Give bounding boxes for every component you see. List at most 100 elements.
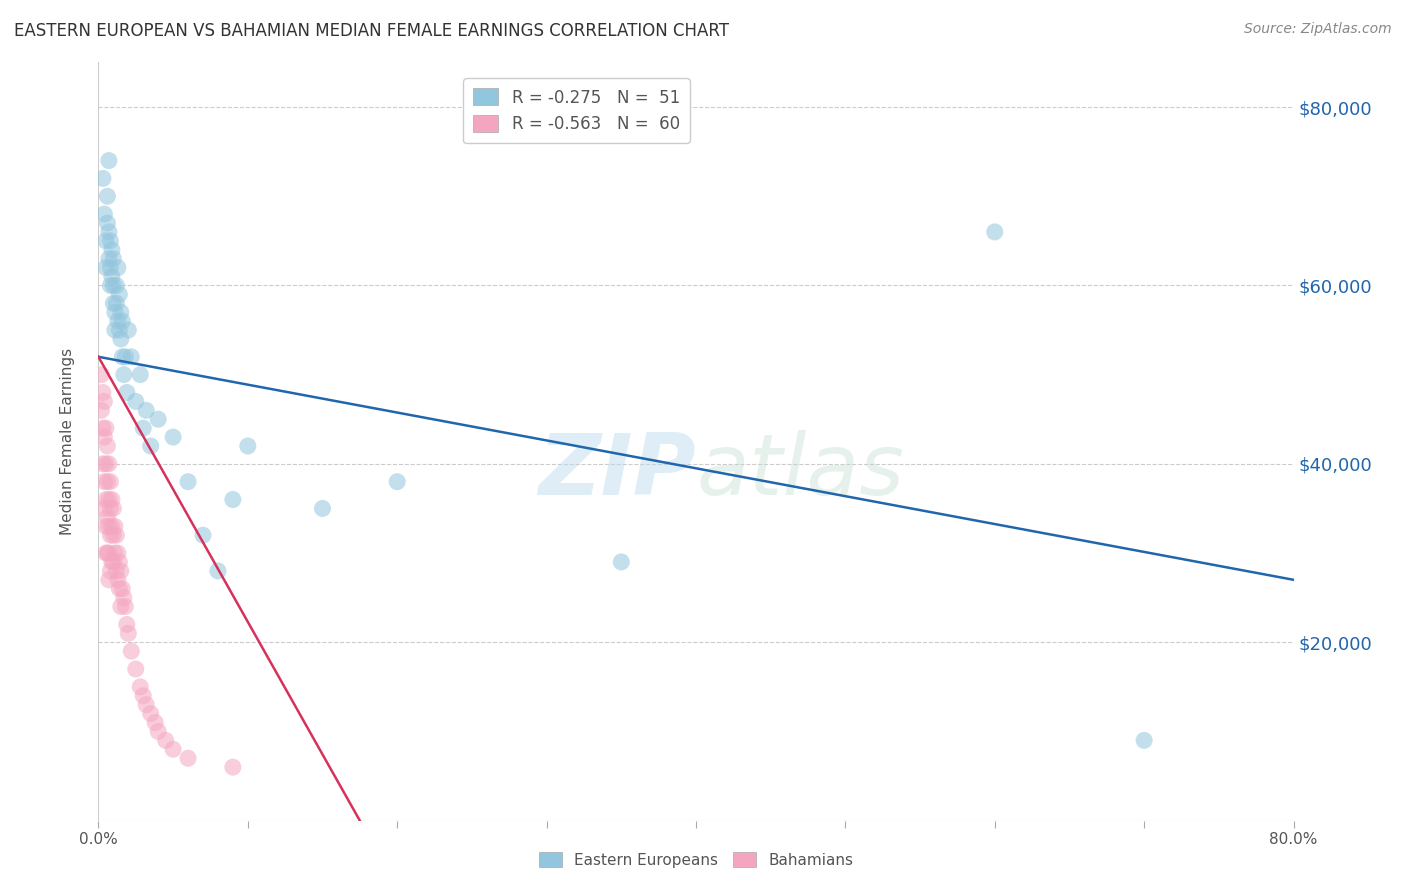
Point [117, 626, 139, 640]
Point [91, 385, 114, 400]
Point [111, 314, 134, 328]
Point [114, 350, 136, 364]
Point [105, 528, 128, 542]
Point [93, 207, 115, 221]
Point [93, 394, 115, 409]
Point [110, 599, 132, 614]
Point [1133, 733, 1156, 747]
Point [112, 368, 135, 382]
Point [311, 501, 333, 516]
Point [90, 368, 112, 382]
Point [104, 323, 127, 337]
Point [112, 591, 135, 605]
Point [101, 519, 124, 533]
Point [162, 742, 184, 756]
Point [222, 760, 245, 774]
Point [143, 715, 166, 730]
Point [91, 457, 114, 471]
Point [148, 412, 170, 426]
Point [97, 457, 120, 471]
Point [94, 234, 117, 248]
Point [96, 546, 118, 560]
Point [98, 234, 122, 248]
Point [104, 519, 127, 533]
Point [107, 260, 129, 275]
Point [94, 260, 117, 275]
Point [94, 492, 117, 507]
Point [105, 564, 128, 578]
Point [125, 394, 148, 409]
Point [98, 475, 122, 489]
Point [94, 546, 117, 560]
Point [96, 439, 118, 453]
Point [104, 546, 127, 560]
Point [177, 751, 200, 765]
Point [101, 555, 124, 569]
Point [91, 171, 114, 186]
Point [132, 421, 155, 435]
Point [98, 501, 122, 516]
Point [135, 403, 157, 417]
Text: EASTERN EUROPEAN VS BAHAMIAN MEDIAN FEMALE EARNINGS CORRELATION CHART: EASTERN EUROPEAN VS BAHAMIAN MEDIAN FEMA… [14, 22, 730, 40]
Point [117, 323, 139, 337]
Point [108, 555, 131, 569]
Point [103, 296, 125, 310]
Point [97, 252, 120, 266]
Point [610, 555, 633, 569]
Text: Source: ZipAtlas.com: Source: ZipAtlas.com [1244, 22, 1392, 37]
Point [177, 475, 200, 489]
Point [93, 430, 115, 444]
Point [114, 599, 136, 614]
Point [191, 528, 214, 542]
Point [148, 724, 170, 739]
Point [103, 278, 125, 293]
Point [120, 644, 142, 658]
Point [108, 323, 131, 337]
Point [115, 385, 138, 400]
Point [90, 403, 112, 417]
Point [108, 287, 131, 301]
Point [97, 573, 120, 587]
Point [984, 225, 1007, 239]
Point [105, 278, 128, 293]
Point [101, 269, 124, 284]
Point [94, 457, 117, 471]
Point [108, 582, 131, 596]
Point [96, 475, 118, 489]
Point [97, 546, 120, 560]
Point [110, 332, 132, 346]
Point [97, 153, 120, 168]
Point [98, 278, 122, 293]
Text: atlas: atlas [696, 430, 904, 514]
Point [111, 582, 134, 596]
Point [110, 564, 132, 578]
Point [207, 564, 229, 578]
Point [103, 501, 125, 516]
Point [93, 475, 115, 489]
Point [385, 475, 409, 489]
Point [111, 350, 134, 364]
Point [101, 243, 124, 257]
Point [139, 706, 162, 721]
Point [222, 492, 245, 507]
Point [105, 296, 128, 310]
Point [236, 439, 259, 453]
Point [115, 617, 138, 632]
Point [98, 564, 122, 578]
Point [103, 252, 125, 266]
Point [104, 305, 127, 319]
Point [139, 439, 162, 453]
Point [162, 430, 184, 444]
Point [135, 698, 157, 712]
Point [125, 662, 148, 676]
Point [94, 421, 117, 435]
Legend: Eastern Europeans, Bahamians: Eastern Europeans, Bahamians [533, 846, 859, 873]
Point [96, 216, 118, 230]
Point [120, 350, 142, 364]
Point [94, 519, 117, 533]
Point [93, 501, 115, 516]
Point [98, 528, 122, 542]
Point [129, 680, 152, 694]
Point [97, 519, 120, 533]
Point [155, 733, 177, 747]
